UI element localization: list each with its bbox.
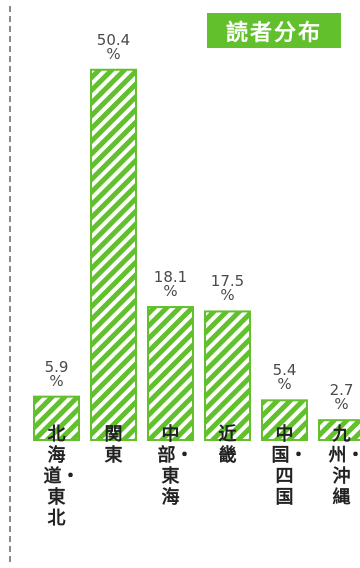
data-label-unit: % xyxy=(220,286,235,305)
data-label-value: 18.1 xyxy=(153,268,188,287)
data-label-unit: % xyxy=(163,282,178,301)
bar-6 xyxy=(318,419,360,441)
category-label-6: 九州・沖縄 xyxy=(328,424,360,508)
data-label-4: 17.5% xyxy=(198,272,258,305)
bar-5 xyxy=(261,399,308,442)
data-label-unit: % xyxy=(49,371,64,390)
data-label-unit: % xyxy=(277,375,292,394)
data-label-unit: % xyxy=(106,44,121,63)
chart-title: 読者分布 xyxy=(207,13,341,48)
category-label-5: 中国・四国 xyxy=(271,424,308,508)
bar-1 xyxy=(33,395,80,441)
data-label-value: 5.9 xyxy=(44,357,69,376)
category-label-2: 関東 xyxy=(104,424,123,466)
category-label-1: 北海道・東北 xyxy=(43,424,80,529)
data-label-value: 17.5 xyxy=(210,272,245,291)
bar-3 xyxy=(147,306,194,441)
data-label-1: 5.9% xyxy=(27,357,87,390)
data-label-value: 50.4 xyxy=(96,30,131,49)
data-label-3: 18.1% xyxy=(141,268,201,301)
data-label-value: 2.7 xyxy=(329,381,354,400)
dashed-divider xyxy=(9,6,11,562)
data-label-6: 2.7% xyxy=(312,381,360,414)
data-label-2: 50.4% xyxy=(84,30,144,63)
data-label-value: 5.4 xyxy=(272,361,297,380)
bar-4 xyxy=(204,310,251,442)
data-label-unit: % xyxy=(334,395,349,414)
bar-2 xyxy=(90,68,137,441)
category-label-3: 中部・東海 xyxy=(157,424,194,508)
category-label-4: 近畿 xyxy=(218,424,237,466)
data-label-5: 5.4% xyxy=(255,361,315,394)
